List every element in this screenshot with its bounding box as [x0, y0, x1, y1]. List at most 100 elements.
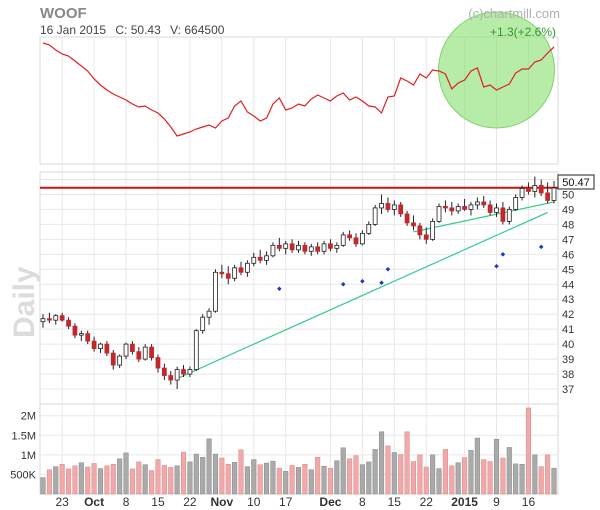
candle-body [225, 273, 231, 279]
candle-body [302, 244, 308, 252]
volume-bar [72, 465, 78, 495]
candle-body [404, 213, 410, 224]
symbol-title: WOOF [40, 5, 87, 22]
candle-body [193, 330, 199, 370]
volume-bar [212, 453, 219, 495]
price-tick-label: 49 [562, 204, 574, 216]
candle-body [245, 262, 250, 273]
price-tick-label: 43 [562, 294, 574, 306]
price-tick-label: 41 [562, 324, 574, 336]
volume-bar [59, 464, 65, 495]
watermark: (c)chartmill.com [468, 6, 560, 21]
volume-bar [347, 458, 353, 495]
candle-body [53, 315, 59, 321]
volume-bar [417, 454, 423, 495]
volume-label: V: [170, 23, 181, 37]
price-tick-label: 42 [562, 309, 574, 321]
candle-body [411, 222, 416, 227]
volume-bar [270, 460, 276, 495]
candle-body [321, 243, 327, 252]
volume-bar [161, 465, 167, 495]
volume-bar [46, 469, 52, 495]
volume-bar [353, 455, 359, 495]
candle-body [347, 234, 352, 239]
candle-body [391, 204, 397, 210]
candle-body [238, 267, 244, 273]
candle-body [308, 246, 314, 252]
price-tick-label: 38 [562, 369, 574, 381]
candle-body [59, 315, 65, 321]
candle-body [276, 244, 282, 249]
x-tick-label: 15 [151, 495, 165, 509]
x-tick-label: 10 [247, 495, 261, 509]
last-price-tag: 50.47 [562, 177, 590, 189]
signal-dot [340, 281, 346, 287]
candle-body [66, 319, 71, 327]
candle-body [40, 318, 46, 323]
volume-bar [136, 461, 142, 495]
volume-bar [410, 461, 417, 495]
candle-body [366, 223, 372, 234]
candle-body [449, 207, 455, 212]
candle-body [206, 310, 212, 318]
volume-bar [474, 437, 480, 495]
price-panel [39, 171, 559, 405]
volume-bar [506, 447, 512, 495]
candle-body [219, 271, 225, 275]
candle-body [264, 255, 269, 261]
volume-bar [436, 468, 442, 495]
rs-highlight-circle [438, 11, 556, 129]
volume-bar [40, 477, 46, 495]
volume-bar [187, 461, 193, 495]
candle-body [494, 207, 499, 213]
volume-bar [110, 464, 116, 495]
volume-bar [180, 451, 187, 495]
volume-bar [525, 407, 531, 495]
volume-bar [91, 463, 97, 495]
candle-body [538, 185, 544, 194]
x-tick-label: 15 [388, 495, 402, 509]
x-tick-label: 2015 [451, 495, 478, 509]
candle-body [283, 243, 289, 249]
x-tick-label: 22 [420, 495, 434, 509]
signal-dot [494, 264, 499, 269]
volume-tick-label: 500K [10, 469, 36, 481]
volume-bar [200, 456, 206, 495]
volume-bar [295, 467, 302, 495]
volume-bar [372, 449, 378, 495]
rs-line [42, 42, 555, 137]
volume-bar [500, 457, 506, 495]
volume-bar [340, 447, 346, 495]
candle-body [270, 244, 276, 257]
volume-bar [545, 454, 551, 495]
candle-body [123, 343, 129, 357]
candle-body [430, 220, 436, 240]
signal-dot [360, 279, 365, 284]
candle-body [455, 206, 461, 212]
volume-bar [251, 459, 257, 495]
volume-bar [321, 465, 327, 495]
candle-body [443, 206, 448, 209]
volume-bar [238, 449, 244, 495]
candle-body [91, 340, 97, 350]
price-tick-label: 48 [562, 219, 574, 231]
candle-body [213, 271, 218, 312]
candle-body [232, 267, 238, 279]
volume-bar [302, 464, 308, 495]
volume-tick-label: 2M [21, 411, 36, 423]
volume-bar [315, 456, 321, 495]
x-tick-label: 16 [522, 495, 536, 509]
x-tick-label: Dec [319, 495, 341, 509]
x-tick-label: 9 [493, 495, 500, 509]
volume-bar [538, 466, 544, 495]
volume-bar [168, 467, 174, 495]
volume-bar [66, 468, 72, 495]
volume-bar [149, 470, 155, 495]
volume-bar [519, 464, 525, 495]
price-tick-label: 47 [562, 234, 574, 246]
candle-body [47, 318, 52, 321]
candle-body [181, 369, 186, 375]
volume-bar [462, 457, 468, 495]
price-tick-label: 40 [562, 339, 574, 351]
